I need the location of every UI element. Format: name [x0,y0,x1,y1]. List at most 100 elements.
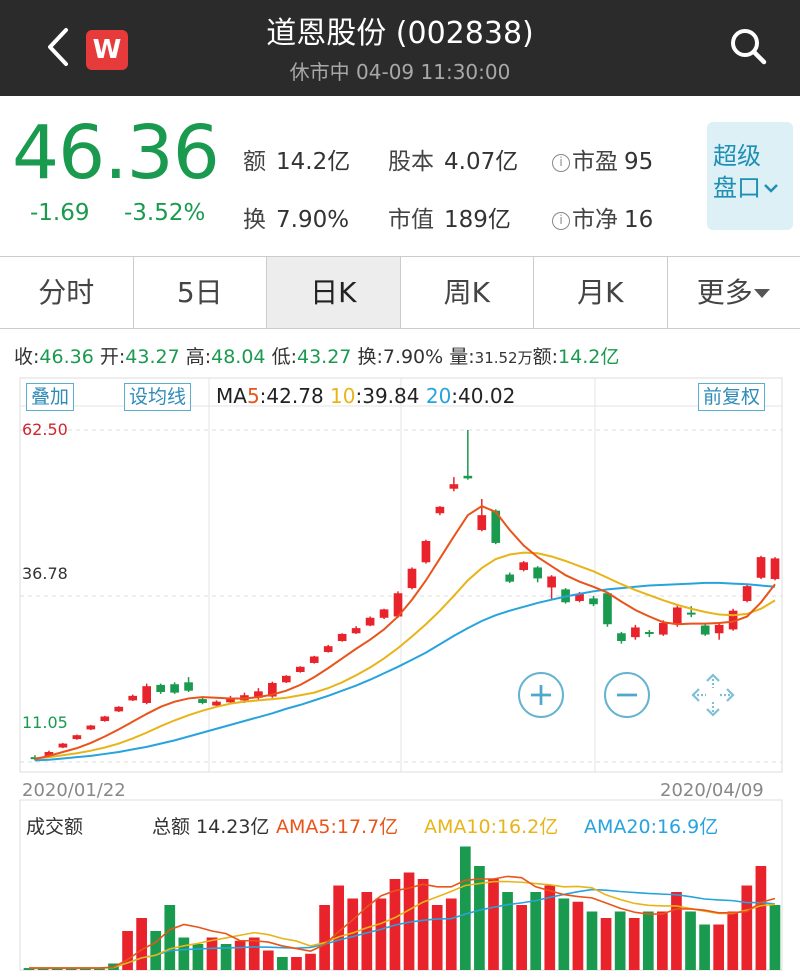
candle-body [575,593,584,602]
candle-body [533,567,542,579]
candle-body [268,682,277,697]
market-status: 休市中 04-09 11:30:00 [289,60,511,84]
volume-bar [600,918,612,970]
candle-body [756,557,766,578]
current-price: 46.36 [12,110,220,196]
volume-bar [459,846,471,970]
volume-bar [220,944,232,970]
volume-ama5-line [29,875,776,969]
volume-bar [727,911,739,970]
period-tabs: 分时 5日 日K 周K 月K 更多 [0,256,800,329]
candle-body [86,725,96,730]
top-bar: W 道恩股份 (002838) 休市中 04-09 11:30:00 [0,0,800,96]
candle-body [142,686,152,703]
volume-bar [502,892,513,970]
stat-pe[interactable]: i 市盈 95 [552,142,653,176]
super-order-book-button[interactable]: 超级 盘口 [707,122,793,230]
volume-bar [79,968,91,970]
kline-chart[interactable] [0,376,800,977]
candle-body [281,675,291,683]
volume-bar [262,950,274,970]
volume-bar [488,879,499,970]
candle-body [254,691,263,698]
volume-bar [277,957,288,970]
volume-bar [558,898,570,970]
stat-share-capital: 股本 4.07亿 [388,149,519,175]
volume-bar [769,905,781,970]
ma20-line [34,581,776,762]
volume-ama10: AMA10:16.2亿 [424,816,559,838]
candle-body [714,624,724,634]
volume-bar [544,885,556,970]
volume-bar [192,944,204,970]
forward-adjust-button[interactable]: 前复权 [698,383,766,411]
volume-bar [741,885,753,970]
candle-body [72,735,82,740]
stat-pb[interactable]: i 市净 16 [552,200,653,234]
zoom-out-icon[interactable] [604,672,650,718]
overlay-button[interactable]: 叠加 [26,383,75,411]
volume-bar [403,872,415,970]
candle-body [477,515,487,531]
volume-bar [305,953,316,970]
volume-bar [445,898,457,970]
volume-bar [333,885,345,970]
candle-body [407,568,417,589]
tab-5day[interactable]: 5日 [134,257,267,328]
volume-bar [94,968,105,970]
super-button-line1: 超级 [713,142,761,170]
volume-bar [586,911,598,970]
date-start: 2020/01/22 [22,780,126,801]
candle-body [435,506,445,514]
candle-body [686,612,696,615]
candle-body [309,656,319,663]
back-arrow-icon[interactable] [38,22,78,72]
volume-panel-title: 成交额 [26,816,84,838]
volume-bar [361,892,373,970]
tab-more[interactable]: 更多 [668,257,800,328]
date-end: 2020/04/09 [660,780,764,801]
stat-amount: 额 14.2亿 [243,149,351,175]
y-label-bottom: 11.05 [22,713,68,732]
dropdown-icon [753,289,770,298]
set-ma-button[interactable]: 设均线 [124,383,192,411]
volume-bar [206,937,218,970]
super-button-line2: 盘口 [713,172,793,204]
candle-body [700,625,710,635]
volume-bar [516,905,527,970]
candle-body [337,633,347,642]
volume-ama5: AMA5:17.7亿 [276,816,399,838]
candle-body [589,598,598,605]
tab-intraday[interactable]: 分时 [0,257,134,328]
zoom-in-icon[interactable] [518,672,564,718]
volume-bar [234,940,246,970]
candle-body [226,698,235,703]
candle-body [128,695,138,701]
move-icon[interactable] [690,672,736,718]
volume-bar [755,866,767,970]
candle-body [44,751,54,757]
volume-bar [51,968,63,970]
candle-body [295,666,305,672]
volume-bar [431,905,443,970]
volume-bar [530,892,542,970]
candle-body [421,540,431,563]
candle-body [184,682,193,691]
volume-total: 总额 14.23亿 [152,816,270,838]
tab-daily-k[interactable]: 日K [267,257,401,328]
volume-bar [699,924,710,970]
candle-body [463,475,473,479]
volume-panel-frame [19,799,783,971]
candle-body [645,631,654,634]
price-change: -1.69 [30,200,90,226]
ma-readout: MA5:42.78 10:39.84 20:40.02 [216,384,516,408]
volume-bar [417,879,429,970]
candle-body [519,562,529,571]
stat-market-cap: 市值 189亿 [388,207,511,233]
tab-weekly-k[interactable]: 周K [401,257,534,328]
volume-bar [37,968,49,970]
candle-body [505,574,515,582]
tab-monthly-k[interactable]: 月K [534,257,668,328]
candle-body [547,576,556,588]
search-icon[interactable] [726,24,772,70]
